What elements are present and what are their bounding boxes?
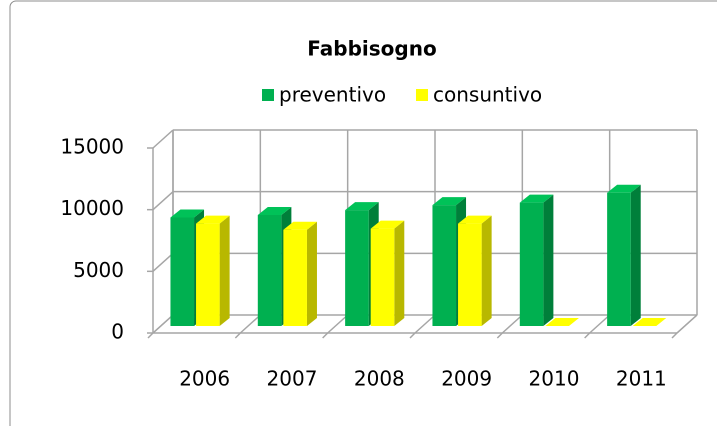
bar-side — [219, 215, 230, 326]
y-tick-label: 5000 — [73, 258, 124, 282]
bar-top — [519, 194, 554, 203]
legend-swatch — [262, 89, 274, 101]
bar — [607, 184, 641, 326]
floor-divider — [327, 314, 349, 334]
x-tick — [584, 332, 591, 339]
grid-line — [152, 129, 174, 149]
bar-front — [432, 205, 457, 326]
x-tick-label: 2006 — [179, 367, 230, 391]
x-tick — [496, 332, 503, 339]
y-tick-label: 10000 — [60, 196, 124, 220]
floor-divider — [501, 314, 523, 334]
bar-top — [170, 209, 205, 218]
bar-front — [607, 192, 631, 326]
bar — [632, 318, 667, 326]
bar-side — [394, 220, 405, 326]
bar-front — [283, 229, 307, 326]
bar-top — [432, 197, 467, 206]
bar — [458, 215, 492, 326]
y-tick-label: 0 — [111, 320, 124, 344]
bar-side — [306, 221, 317, 326]
y-tick-label: 15000 — [60, 135, 124, 159]
bar-top — [607, 184, 641, 193]
x-tick — [234, 332, 241, 339]
legend-label: consuntivo — [433, 83, 542, 107]
bar-front — [257, 215, 282, 326]
legend-swatch — [416, 89, 428, 101]
floor-divider — [239, 314, 261, 334]
bar-front — [519, 202, 544, 326]
bar-side — [630, 184, 641, 326]
x-tick — [671, 332, 678, 339]
bar-front — [370, 228, 395, 326]
bar-side — [543, 194, 554, 326]
grid-line — [152, 314, 174, 334]
bar-front — [170, 217, 195, 326]
x-tick-label: 2007 — [267, 367, 318, 391]
x-tick-label: 2011 — [616, 367, 667, 391]
bar-front — [196, 223, 220, 326]
bar — [370, 220, 405, 326]
x-tick — [147, 332, 154, 339]
bar-top — [345, 202, 379, 211]
floor-divider — [676, 314, 698, 334]
floor-divider — [414, 314, 436, 334]
bar-top — [283, 221, 317, 230]
x-tick-label: 2009 — [441, 367, 492, 391]
bar — [196, 215, 230, 326]
bar-top — [196, 215, 230, 224]
grid-line — [152, 191, 174, 211]
x-tick — [322, 332, 329, 339]
bar — [283, 221, 317, 326]
bar-top — [545, 318, 579, 326]
bar-front — [458, 223, 482, 326]
bar-side — [481, 215, 492, 326]
chart-title: Fabbisogno — [307, 37, 436, 61]
bar-front — [345, 210, 369, 326]
legend-label: preventivo — [279, 83, 386, 107]
grid-line — [152, 252, 174, 272]
bar — [519, 194, 554, 326]
x-tick — [409, 332, 416, 339]
bar-top — [458, 215, 492, 224]
x-tick-label: 2008 — [354, 367, 405, 391]
x-tick-label: 2010 — [529, 367, 580, 391]
bar-top — [632, 318, 667, 326]
bar-top — [257, 207, 292, 215]
bar — [545, 318, 579, 326]
floor-divider — [589, 314, 611, 334]
bar-top — [370, 220, 405, 229]
